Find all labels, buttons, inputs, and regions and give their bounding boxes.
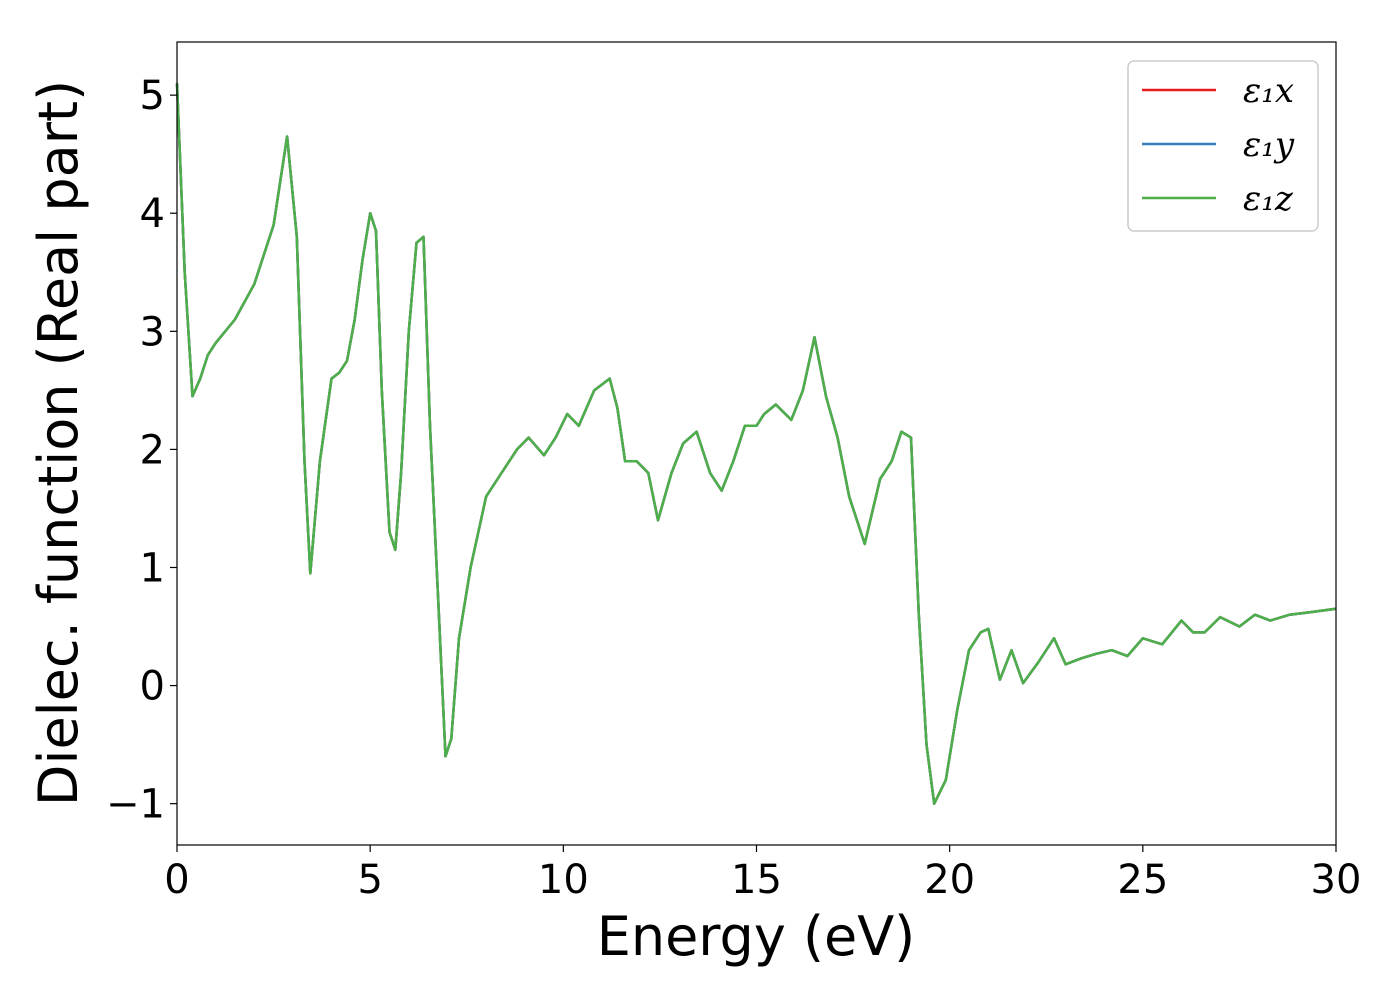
series-line-2 xyxy=(175,83,1337,805)
legend: ε₁x ε₁y ε₁z xyxy=(1127,60,1319,232)
y-tick-label: 1 xyxy=(140,545,165,591)
x-tick-label: 0 xyxy=(164,857,189,903)
x-tick-label: 10 xyxy=(538,857,589,903)
x-tick-label: 25 xyxy=(1117,857,1168,903)
y-tick-label: 3 xyxy=(140,309,165,355)
legend-label: ε₁x xyxy=(1243,71,1294,111)
y-axis-title: Dielec. function (Real part) xyxy=(27,80,90,806)
x-tick-label: 20 xyxy=(924,857,975,903)
plot-series-group xyxy=(175,83,1337,805)
y-tick-label: −1 xyxy=(106,782,165,828)
legend-label: ε₁z xyxy=(1243,179,1294,219)
legend-box xyxy=(1127,60,1319,232)
x-axis-ticks: 0 5 10 15 20 25 30 xyxy=(164,845,1361,903)
legend-label: ε₁y xyxy=(1243,125,1295,165)
y-tick-label: 2 xyxy=(140,427,165,473)
y-tick-label: 0 xyxy=(140,664,165,710)
x-axis-title: Energy (eV) xyxy=(597,905,916,968)
y-axis-ticks: −1 0 1 2 3 4 5 xyxy=(106,73,177,828)
x-tick-label: 15 xyxy=(731,857,782,903)
x-tick-label: 30 xyxy=(1311,857,1362,903)
y-tick-label: 5 xyxy=(140,73,165,119)
x-tick-label: 5 xyxy=(357,857,382,903)
y-tick-label: 4 xyxy=(140,191,165,237)
